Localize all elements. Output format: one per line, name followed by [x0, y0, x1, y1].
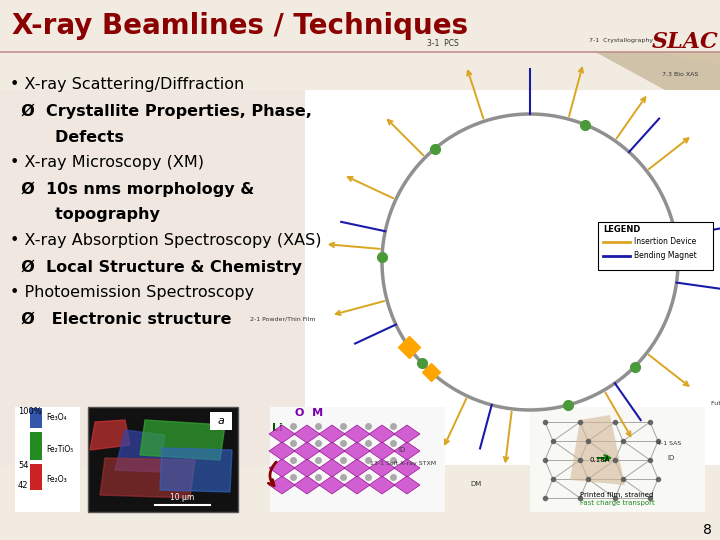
Text: • X-ray Absorption Spectroscopy (XAS): • X-ray Absorption Spectroscopy (XAS): [10, 233, 322, 248]
Bar: [598, 222, 713, 270]
Text: • X-ray Microscopy (XM): • X-ray Microscopy (XM): [10, 156, 204, 171]
Polygon shape: [369, 425, 395, 443]
Text: Bending Magnet: Bending Magnet: [634, 252, 697, 260]
Bar: [530, 407, 705, 512]
Polygon shape: [570, 415, 625, 485]
Polygon shape: [294, 476, 320, 494]
Text: Insertion Device: Insertion Device: [634, 238, 696, 246]
Text: ID: ID: [398, 447, 405, 453]
Polygon shape: [294, 425, 320, 443]
Text: 42: 42: [18, 481, 29, 489]
Text: • X-ray Scattering/Diffraction: • X-ray Scattering/Diffraction: [10, 78, 244, 92]
Polygon shape: [369, 459, 395, 477]
Bar: [88, 407, 238, 512]
Polygon shape: [400, 0, 720, 65]
Text: Fe₃O₄: Fe₃O₄: [46, 414, 67, 422]
Bar: [30, 432, 42, 460]
Text: Ø   Electronic structure: Ø Electronic structure: [10, 312, 232, 327]
Polygon shape: [269, 459, 295, 477]
Bar: [0, 0, 720, 52]
Polygon shape: [394, 459, 420, 477]
Text: DM: DM: [471, 481, 482, 487]
Text: Ø  Crystallite Properties, Phase,: Ø Crystallite Properties, Phase,: [10, 103, 312, 119]
Text: 0.18Å: 0.18Å: [590, 456, 611, 463]
Text: Future ID (12-1): Future ID (12-1): [711, 401, 720, 406]
Polygon shape: [394, 442, 420, 460]
Polygon shape: [500, 0, 720, 120]
Polygon shape: [319, 425, 345, 443]
Text: Fe₂O₃: Fe₂O₃: [46, 476, 67, 484]
Bar: [210, 412, 232, 430]
Bar: [305, 90, 720, 465]
Text: Defects: Defects: [10, 130, 124, 145]
Text: O  M: O M: [295, 408, 323, 418]
Text: • Photoemission Spectroscopy: • Photoemission Spectroscopy: [10, 286, 254, 300]
Polygon shape: [394, 425, 420, 443]
Text: SLAC: SLAC: [652, 31, 719, 53]
Polygon shape: [344, 442, 370, 460]
Polygon shape: [115, 430, 165, 472]
Polygon shape: [319, 476, 345, 494]
Text: 2-1 Powder/Thin Film: 2-1 Powder/Thin Film: [250, 317, 315, 322]
Bar: [0, 90, 305, 465]
Polygon shape: [319, 459, 345, 477]
Text: 7.3 Bio XAS: 7.3 Bio XAS: [662, 72, 698, 77]
Text: 13-1 Soft X-ray STXM: 13-1 Soft X-ray STXM: [370, 461, 436, 465]
Text: 4-1 SAS: 4-1 SAS: [657, 441, 682, 447]
Polygon shape: [294, 442, 320, 460]
Text: 8: 8: [703, 523, 711, 537]
Text: topography: topography: [10, 207, 160, 222]
Text: X-ray Beamlines / Techniques: X-ray Beamlines / Techniques: [12, 12, 468, 40]
Bar: [270, 407, 445, 512]
Polygon shape: [140, 420, 225, 460]
Text: Li: Li: [272, 423, 283, 433]
Polygon shape: [394, 476, 420, 494]
Text: 54: 54: [18, 461, 29, 469]
Polygon shape: [319, 442, 345, 460]
Text: LEGEND: LEGEND: [603, 226, 640, 234]
Text: 3-1  PCS: 3-1 PCS: [428, 39, 459, 48]
Polygon shape: [294, 459, 320, 477]
Polygon shape: [269, 476, 295, 494]
Polygon shape: [160, 448, 232, 492]
Text: a: a: [217, 416, 225, 426]
Polygon shape: [269, 442, 295, 460]
Bar: [30, 464, 42, 490]
Polygon shape: [344, 425, 370, 443]
Text: Ø  10s nms morphology &: Ø 10s nms morphology &: [10, 181, 254, 197]
Polygon shape: [369, 476, 395, 494]
Bar: [15, 407, 80, 512]
Polygon shape: [344, 459, 370, 477]
Text: Ø  Local Structure & Chemistry: Ø Local Structure & Chemistry: [10, 259, 302, 275]
Polygon shape: [344, 476, 370, 494]
Polygon shape: [269, 425, 295, 443]
Text: Fast charge transport: Fast charge transport: [580, 500, 654, 506]
Text: 10 μm: 10 μm: [170, 493, 194, 502]
Polygon shape: [369, 442, 395, 460]
Text: 7-1  Crystallography: 7-1 Crystallography: [590, 38, 654, 43]
Text: ID: ID: [667, 455, 675, 461]
Polygon shape: [100, 458, 195, 498]
Bar: [30, 408, 42, 428]
Polygon shape: [90, 420, 130, 450]
Text: 100%: 100%: [18, 408, 42, 416]
Text: Fe₂TiO₅: Fe₂TiO₅: [46, 446, 73, 455]
Text: Printed film, strained: Printed film, strained: [580, 492, 654, 498]
